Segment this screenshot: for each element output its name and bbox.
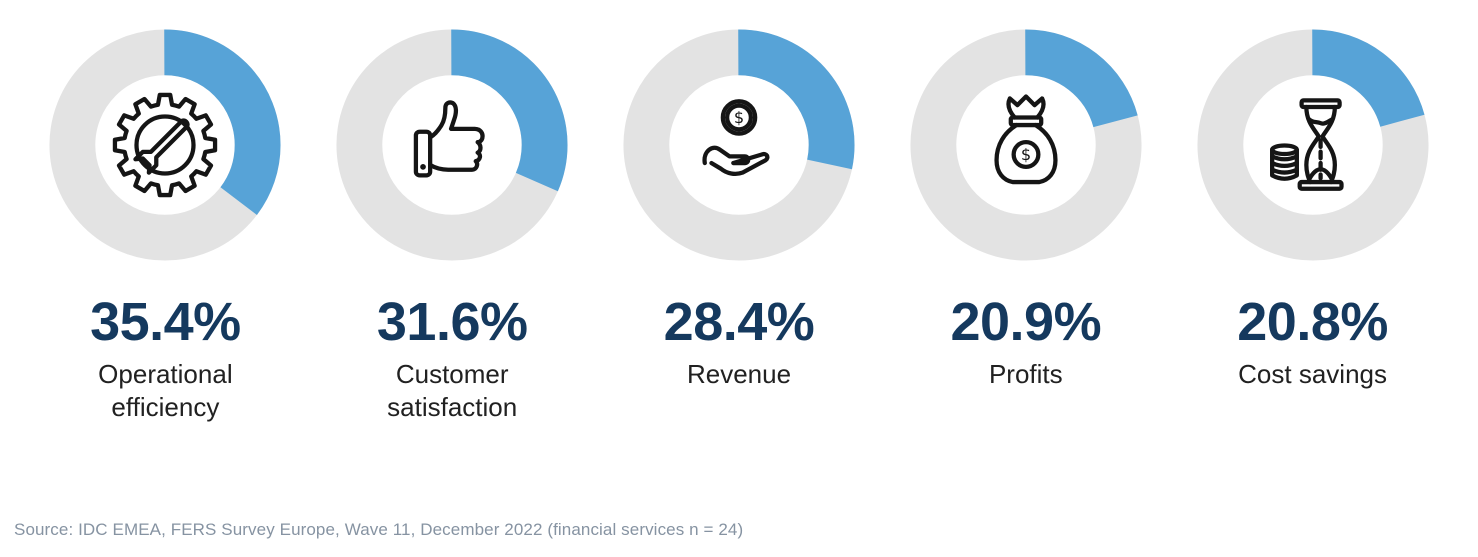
hand-coin-icon: $ (622, 28, 856, 262)
metric-card-operational-efficiency: 35.4% Operational efficiency (22, 28, 309, 424)
metric-label: Cost savings (1238, 359, 1387, 389)
metric-label: Profits (988, 359, 1063, 389)
donut-chart: $ (622, 28, 856, 262)
metric-value: 35.4% (90, 292, 241, 352)
metric-card-profits: $ 20.9% Profits (882, 28, 1169, 424)
metric-row: 35.4% Operational efficiency 31.6% (22, 28, 1456, 424)
thumbs-up-icon (335, 28, 569, 262)
hourglass-coins-icon (1196, 28, 1430, 262)
source-note: Source: IDC EMEA, FERS Survey Europe, Wa… (14, 520, 744, 539)
gear-wrench-icon (48, 28, 282, 262)
money-bag-icon: $ (909, 28, 1143, 262)
donut-chart: $ (909, 28, 1143, 262)
donut-chart (1196, 28, 1430, 262)
metric-value: 20.8% (1237, 292, 1388, 352)
metric-value: 28.4% (663, 292, 815, 352)
metric-label: Revenue (686, 359, 792, 389)
metric-card-revenue: $ 28.4% Revenue (596, 28, 883, 424)
metric-card-cost-savings: 20.8% Cost savings (1169, 28, 1456, 424)
donut-chart (335, 28, 569, 262)
svg-text:$: $ (734, 108, 744, 127)
metric-card-customer-satisfaction: 31.6% Customer satisfaction (309, 28, 596, 424)
donut-rings (910, 29, 1142, 261)
svg-text:$: $ (1021, 145, 1031, 164)
metric-value: 31.6% (376, 292, 528, 352)
metric-value: 20.9% (950, 292, 1102, 352)
donut-rings (49, 29, 281, 261)
donut-chart (48, 28, 282, 262)
donut-rings (1197, 29, 1429, 261)
donut-rings (336, 29, 568, 261)
metric-label: Operational efficiency (98, 359, 233, 422)
donut-rings (623, 29, 855, 261)
metric-label: Customer satisfaction (387, 359, 518, 422)
